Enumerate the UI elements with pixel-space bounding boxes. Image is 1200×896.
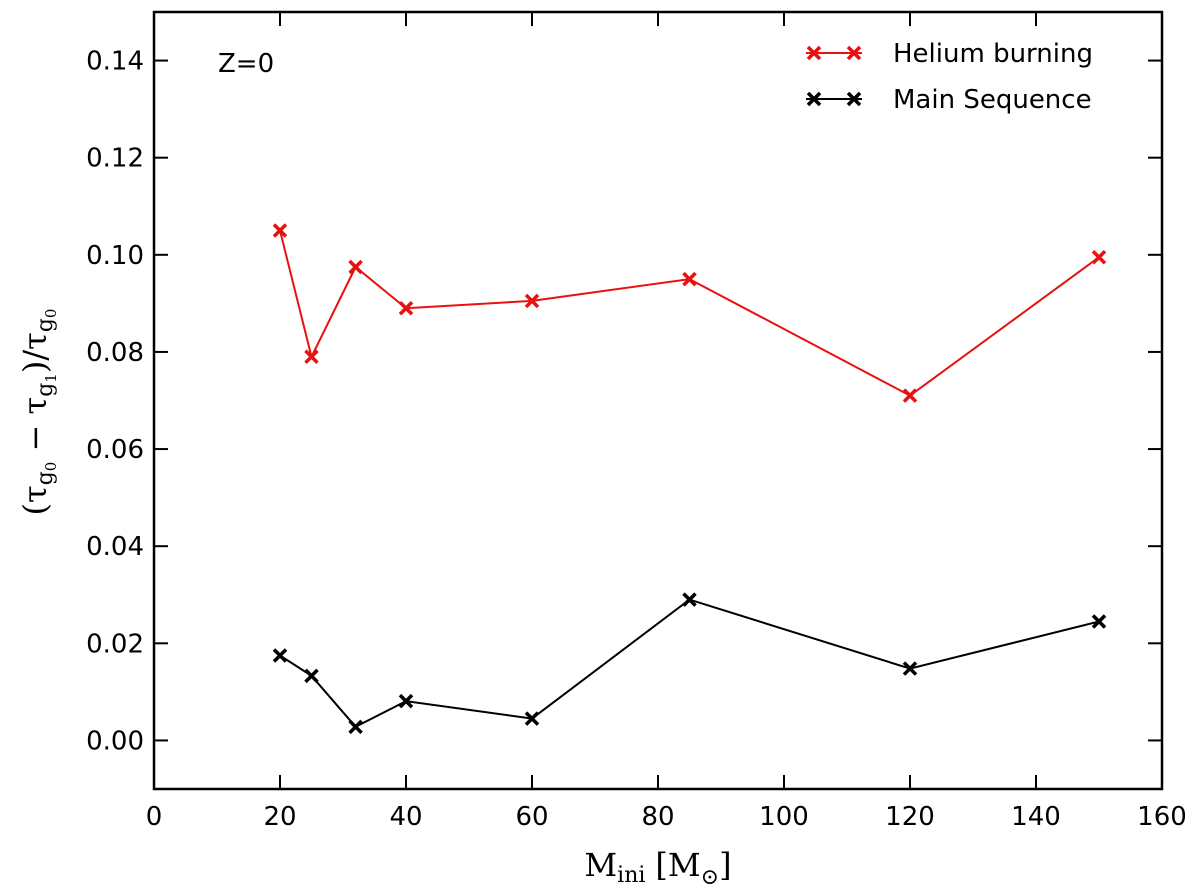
- series-main-sequence: [272, 592, 1107, 735]
- legend-marker-main-sequence: [806, 91, 862, 107]
- data-point-main-sequence: [398, 693, 414, 709]
- data-point-helium-burning: [398, 300, 414, 316]
- data-point-main-sequence: [902, 661, 918, 676]
- y-tick-label: 0.04: [86, 532, 144, 562]
- x-tick-label: 20: [263, 802, 296, 832]
- series-layer: [272, 223, 1107, 735]
- y-tick-label: 0.14: [86, 47, 144, 77]
- x-tick-label: 160: [1137, 802, 1187, 832]
- y-tick-label: 0.10: [86, 241, 144, 271]
- y-tick-label: 0.12: [86, 144, 144, 174]
- data-point-helium-burning: [348, 259, 363, 275]
- data-point-helium-burning: [902, 388, 918, 403]
- legend-label-main-sequence: Main Sequence: [893, 85, 1092, 115]
- data-point-helium-burning: [304, 349, 319, 365]
- legend-marker-helium: [806, 45, 862, 61]
- x-tick-label: 0: [146, 802, 163, 832]
- data-point-main-sequence: [1091, 614, 1107, 629]
- data-point-helium-burning: [1091, 250, 1107, 265]
- data-point-main-sequence: [348, 719, 363, 735]
- z-annotation: Z=0: [218, 49, 274, 79]
- data-point-helium-burning: [682, 271, 697, 287]
- data-point-helium-burning: [524, 293, 540, 309]
- x-tick-label: 40: [389, 802, 422, 832]
- legend-label-helium: Helium burning: [893, 39, 1093, 69]
- axis-ticks: 0 20 40 60 80 100 120 140 160 0.00 0.02 0.04 0.06 0.0…: [86, 12, 1187, 832]
- legend: Helium burning Main Sequence: [806, 39, 1093, 115]
- series-line-helium-burning: [279, 230, 1100, 397]
- series-helium-burning: [272, 223, 1107, 403]
- y-tick-label: 0.00: [86, 726, 144, 756]
- x-axis-title: Mini [M⊙]: [584, 846, 731, 890]
- x-tick-label: 80: [641, 802, 674, 832]
- x-tick-label: 100: [759, 802, 809, 832]
- y-tick-label: 0.06: [86, 435, 144, 465]
- data-point-main-sequence: [524, 711, 540, 726]
- y-axis-title: (τg0 − τg1)/τg0: [16, 309, 60, 516]
- data-point-helium-burning: [272, 223, 288, 238]
- data-point-main-sequence: [304, 668, 319, 684]
- y-tick-label: 0.08: [86, 338, 144, 368]
- data-point-main-sequence: [682, 592, 697, 607]
- x-tick-label: 120: [885, 802, 935, 832]
- x-tick-label: 60: [515, 802, 548, 832]
- series-line-main-sequence: [279, 598, 1100, 729]
- y-tick-label: 0.02: [86, 629, 144, 659]
- x-tick-label: 140: [1011, 802, 1061, 832]
- data-point-main-sequence: [272, 648, 288, 663]
